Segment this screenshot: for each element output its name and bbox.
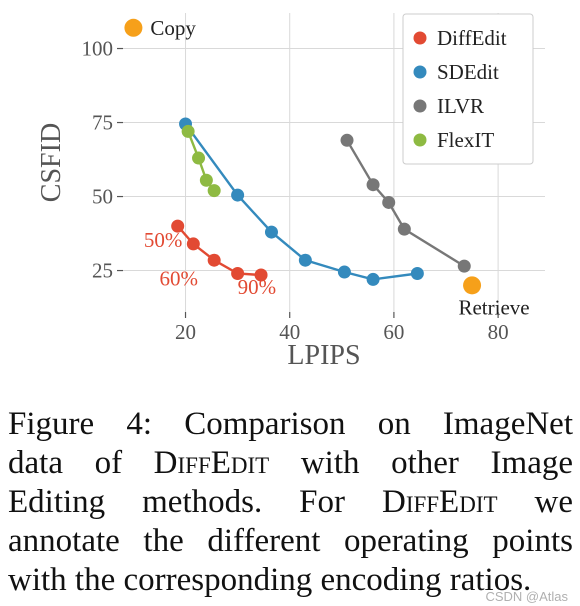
- legend: DiffEdit SDEdit ILVR FlexIT: [402, 13, 534, 165]
- point-sdedit: [231, 188, 245, 202]
- figure-caption: Figure 4: Comparison on ImageNet data of …: [8, 405, 573, 600]
- caption-text: data of: [8, 445, 154, 481]
- ref-point-retrieve: [463, 276, 482, 295]
- axes: 20 40 60 80 25 50 75 100 LPIPS CSFID: [36, 37, 509, 371]
- y-tick-label: 75: [92, 111, 113, 135]
- point-ilvr: [397, 222, 411, 236]
- x-tick-label: 20: [175, 320, 196, 344]
- legend-marker-sdedit: [413, 65, 427, 79]
- y-tick-label: 25: [92, 259, 113, 283]
- point-ilvr: [382, 195, 396, 209]
- legend-marker-diffedit: [413, 31, 427, 45]
- legend-box: [402, 13, 534, 165]
- y-tick-label: 50: [92, 185, 113, 209]
- ratio-annotation: 60%: [159, 266, 198, 290]
- point-diffedit: [186, 237, 200, 251]
- caption-line: with the corresponding encoding ratios.: [8, 561, 573, 600]
- point-ilvr: [366, 178, 380, 192]
- ratio-annotation: 50%: [144, 228, 183, 252]
- legend-label: FlexIT: [437, 128, 494, 152]
- caption-line: Editing methods. For DiffEdit we: [8, 483, 573, 522]
- series-points: [124, 18, 482, 295]
- caption-text: we: [497, 484, 574, 520]
- caption-line: data of DiffEdit with other Image: [8, 444, 573, 483]
- point-diffedit: [171, 219, 185, 233]
- point-flexit: [207, 184, 221, 198]
- annotations: Copy Retrieve 50% 60% 90%: [144, 16, 530, 320]
- caption-line: Figure 4: Comparison on ImageNet: [8, 405, 573, 444]
- point-ilvr: [457, 259, 471, 273]
- chart: 20 40 60 80 25 50 75 100 LPIPS CSFID Copy Retrieve…: [36, 13, 545, 371]
- legend-label: DiffEdit: [437, 26, 507, 50]
- point-ilvr: [340, 133, 354, 147]
- ref-point-copy: [124, 18, 143, 37]
- caption-text: Figure 4: Comparison on ImageNet: [8, 406, 573, 442]
- caption-text: annotate the different operating points: [8, 523, 573, 559]
- legend-label: ILVR: [437, 94, 484, 118]
- point-diffedit: [254, 268, 268, 282]
- watermark: CSDN @Atlas: [485, 589, 568, 604]
- method-name: DiffEdit: [381, 484, 498, 520]
- caption-line: annotate the different operating points: [8, 522, 573, 561]
- legend-label: SDEdit: [437, 60, 499, 84]
- point-sdedit: [264, 225, 278, 239]
- ratio-annotation: 90%: [238, 275, 277, 299]
- x-tick-label: 40: [279, 320, 300, 344]
- point-diffedit: [207, 253, 221, 267]
- point-diffedit: [231, 267, 245, 281]
- caption-text: with the corresponding encoding ratios.: [8, 562, 532, 598]
- x-tick-label: 60: [383, 320, 404, 344]
- method-name: DiffEdit: [153, 445, 270, 481]
- point-flexit: [199, 173, 213, 187]
- y-tick-label: 100: [82, 37, 114, 61]
- legend-marker-flexit: [413, 133, 427, 147]
- ref-label-retrieve: Retrieve: [458, 295, 529, 319]
- point-sdedit: [337, 265, 351, 279]
- legend-marker-ilvr: [413, 99, 427, 113]
- x-tick-label: 80: [488, 320, 509, 344]
- point-flexit: [181, 124, 195, 138]
- point-sdedit: [298, 253, 312, 267]
- point-flexit: [192, 151, 206, 165]
- point-sdedit: [410, 267, 424, 281]
- caption-text: with other Image: [269, 445, 573, 481]
- x-axis-label: LPIPS: [287, 340, 360, 371]
- y-axis-label: CSFID: [36, 123, 67, 202]
- ref-label-copy: Copy: [150, 16, 196, 40]
- caption-text: Editing methods. For: [8, 484, 382, 520]
- point-sdedit: [366, 272, 380, 286]
